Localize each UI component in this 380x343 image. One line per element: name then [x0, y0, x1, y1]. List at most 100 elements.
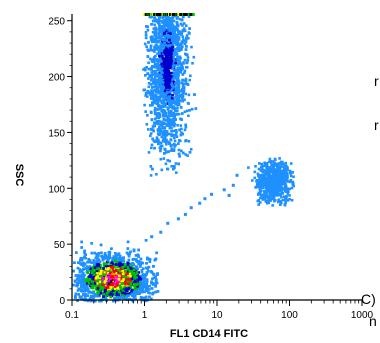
event-dot	[146, 28, 150, 32]
event-dot	[144, 94, 147, 97]
event-dot	[161, 130, 165, 134]
event-dot	[181, 35, 185, 38]
event-dot	[276, 188, 279, 192]
event-dot	[78, 287, 81, 291]
event-dot	[83, 290, 86, 293]
event-dot	[173, 39, 177, 42]
event-dot	[130, 292, 134, 295]
event-dot	[166, 167, 169, 171]
event-dot	[99, 283, 102, 286]
event-dot	[90, 251, 94, 255]
event-dot	[268, 166, 271, 169]
event-dot	[166, 159, 169, 162]
event-dot	[124, 273, 128, 276]
event-dot	[278, 177, 281, 180]
event-dot	[114, 268, 118, 272]
event-dot	[95, 282, 99, 285]
event-dot	[168, 105, 172, 109]
event-dot	[147, 49, 150, 52]
event-dot	[137, 255, 140, 258]
event-dot	[124, 270, 128, 274]
event-dot	[151, 60, 154, 63]
event-dot	[159, 144, 163, 148]
event-dot	[158, 30, 162, 34]
event-dot	[139, 257, 143, 261]
event-dot	[161, 133, 165, 136]
event-dot	[185, 38, 188, 41]
event-dot	[175, 113, 179, 116]
event-dot	[179, 67, 183, 70]
event-dot	[162, 39, 165, 42]
event-dot	[169, 41, 172, 45]
event-dot	[175, 82, 178, 85]
event-dot	[152, 291, 155, 295]
event-dot	[181, 93, 184, 96]
event-dot	[168, 103, 171, 106]
event-dot	[147, 85, 151, 89]
event-dot	[130, 273, 133, 276]
event-dot	[266, 173, 269, 176]
event-dot	[158, 77, 161, 80]
event-dot	[151, 277, 154, 281]
event-dot	[72, 283, 75, 287]
event-dot	[153, 121, 156, 124]
event-dot	[152, 40, 156, 43]
event-dot	[154, 84, 158, 87]
event-dot	[184, 125, 188, 129]
event-dot	[150, 48, 153, 52]
event-dot	[291, 171, 294, 174]
event-dot	[177, 38, 181, 41]
event-dot	[260, 165, 264, 169]
event-dot	[145, 123, 149, 126]
event-dot	[147, 61, 150, 65]
event-dot	[267, 200, 270, 204]
event-dot	[169, 65, 172, 68]
event-dot	[157, 33, 161, 37]
event-dot	[90, 261, 93, 264]
event-dot	[80, 240, 83, 244]
event-dot	[165, 57, 169, 61]
event-dot	[152, 97, 155, 100]
event-dot	[166, 99, 169, 103]
event-dot	[276, 162, 280, 166]
event-dot	[167, 123, 171, 127]
event-dot	[107, 282, 111, 285]
event-dot	[98, 274, 101, 278]
event-dot	[276, 170, 280, 173]
event-dot	[185, 109, 189, 113]
event-dot	[260, 179, 264, 182]
event-dot	[182, 22, 186, 25]
event-dot	[152, 99, 156, 103]
event-dot	[156, 101, 160, 104]
event-dot	[161, 21, 164, 24]
event-dot	[118, 254, 122, 258]
event-dot	[133, 285, 137, 288]
event-dot	[169, 77, 172, 80]
event-dot	[121, 291, 124, 295]
event-dot	[157, 142, 160, 146]
event-dot	[162, 19, 166, 23]
event-dot	[87, 289, 90, 293]
event-dot	[128, 263, 131, 267]
event-dot	[185, 34, 189, 37]
event-dot	[147, 265, 151, 269]
event-dot	[160, 82, 163, 86]
event-dot	[177, 142, 180, 145]
event-dot	[111, 289, 115, 293]
event-dot	[182, 151, 185, 155]
event-dot	[278, 157, 281, 160]
event-dot	[115, 294, 119, 298]
event-dot	[284, 178, 287, 182]
event-dot	[157, 82, 161, 86]
event-dot	[84, 278, 88, 281]
event-dot	[270, 175, 273, 178]
event-dot	[82, 278, 86, 281]
event-dot	[80, 285, 83, 289]
event-dot	[158, 68, 162, 72]
event-dot	[163, 63, 166, 67]
event-dot	[88, 275, 91, 278]
event-dot	[187, 93, 191, 97]
event-dot	[83, 267, 87, 270]
event-dot	[286, 192, 290, 195]
event-dot	[265, 190, 268, 194]
